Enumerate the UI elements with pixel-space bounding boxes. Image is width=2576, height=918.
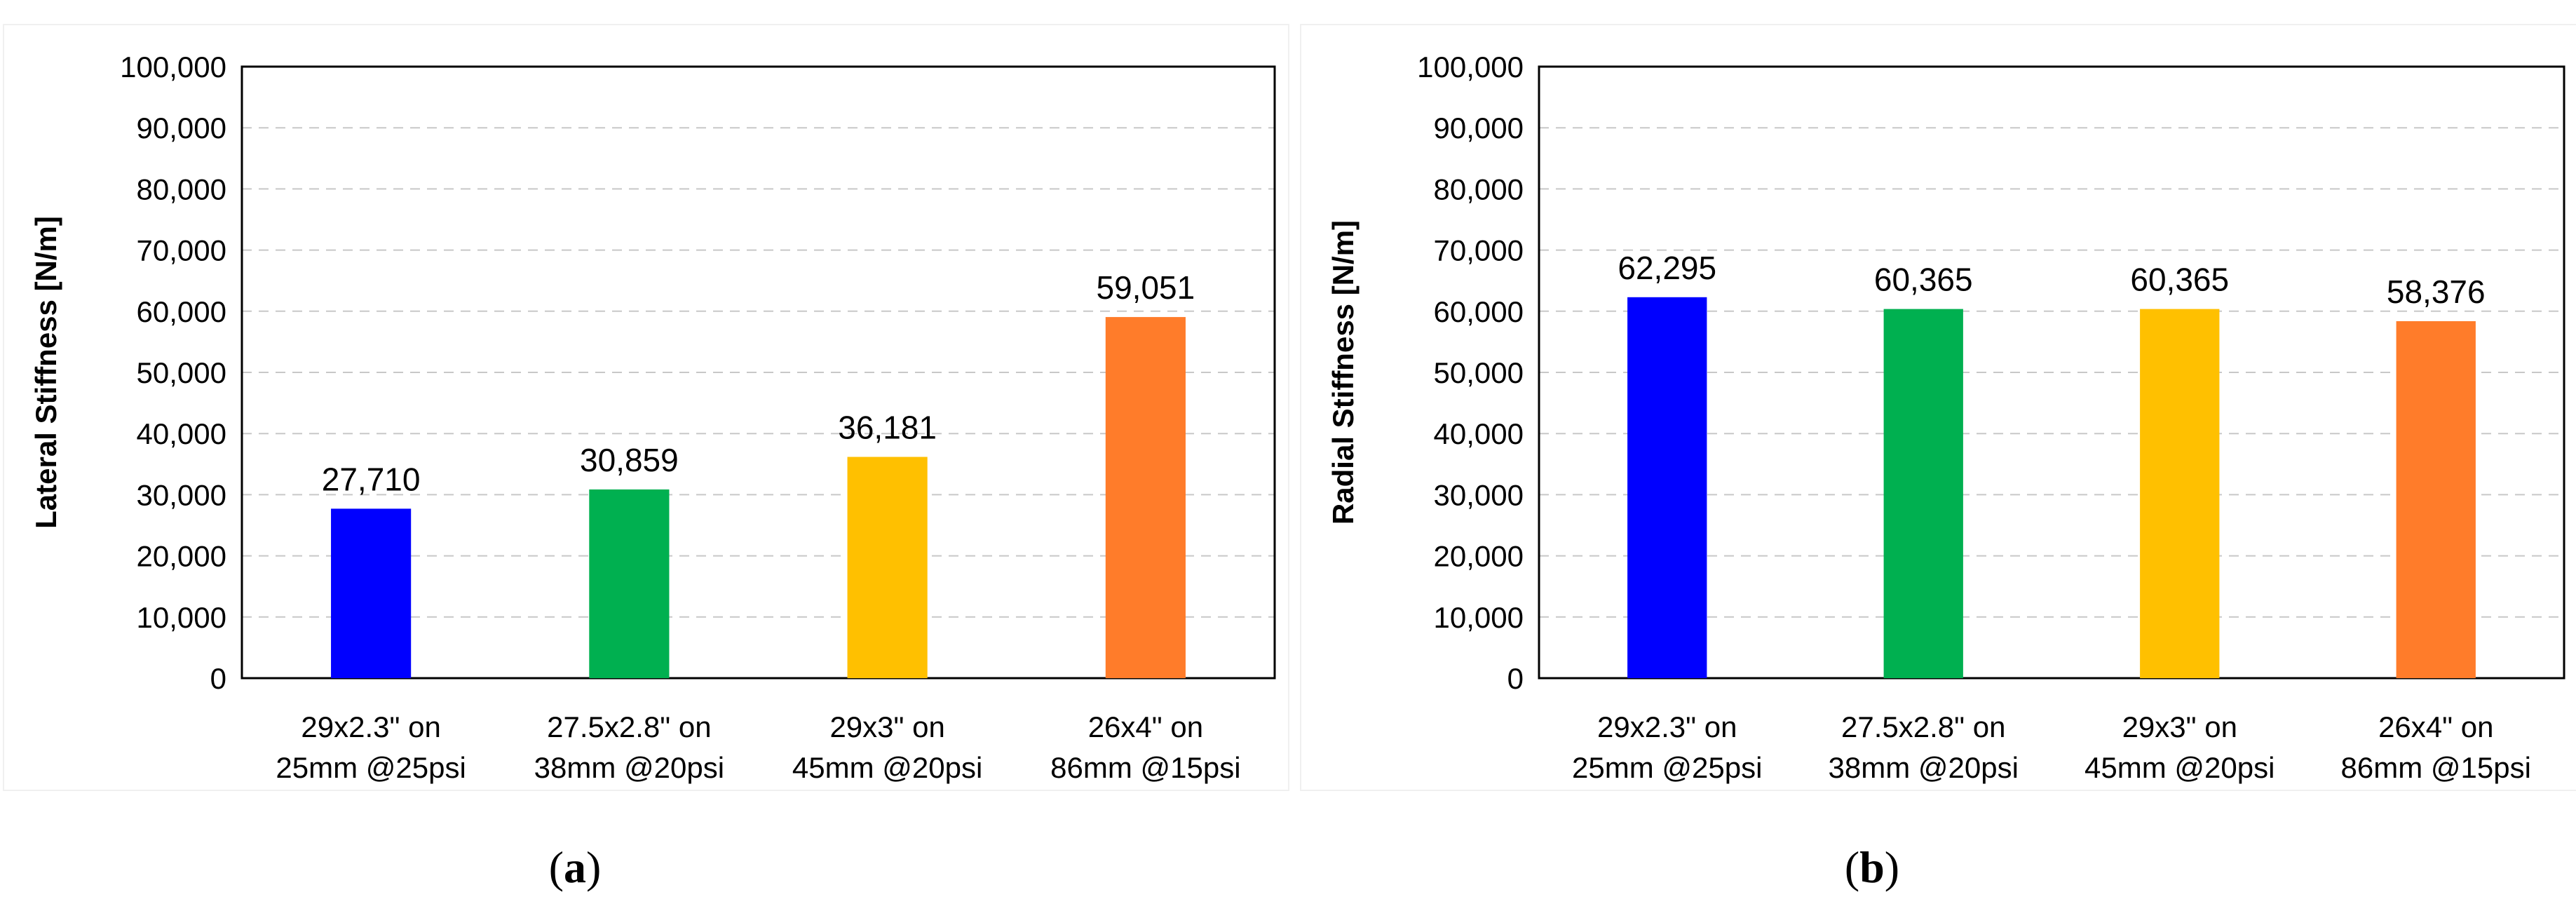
y-tick-label: 40,000	[137, 417, 226, 450]
plot-area-border	[1538, 65, 2565, 680]
x-tick-label: 25mm @25psi	[276, 751, 466, 784]
y-axis-label: Radial Stiffness [N/m]	[1327, 220, 1360, 525]
plot-area-border	[240, 65, 1276, 680]
x-tick-label: 38mm @20psi	[1829, 751, 2019, 784]
bar	[1627, 297, 1707, 678]
y-tick-label: 40,000	[1434, 417, 1524, 450]
y-tick-label: 60,000	[1434, 295, 1524, 328]
bar	[2140, 309, 2220, 678]
bar	[1105, 317, 1186, 678]
y-tick-label: 20,000	[137, 540, 226, 573]
bar	[847, 457, 928, 678]
bar	[1883, 309, 1963, 678]
y-tick-label: 90,000	[1434, 112, 1524, 144]
panel-label: (a)	[549, 842, 602, 892]
data-label: 62,295	[1618, 250, 1716, 286]
y-tick-label: 100,000	[120, 50, 226, 83]
x-tick-label: 45mm @20psi	[792, 751, 982, 784]
data-label: 58,376	[2387, 274, 2486, 310]
y-tick-label: 10,000	[137, 601, 226, 634]
data-label: 60,365	[1874, 262, 1973, 298]
y-tick-label: 70,000	[137, 234, 226, 267]
x-tick-label: 86mm @15psi	[2341, 751, 2531, 784]
y-tick-label: 90,000	[137, 112, 226, 144]
y-tick-label: 30,000	[137, 478, 226, 511]
y-tick-label: 10,000	[1434, 601, 1524, 634]
data-label: 27,710	[322, 461, 421, 497]
x-tick-label: 29x2.3" on	[301, 710, 440, 743]
chart-frame	[1300, 24, 2576, 791]
chart-frame	[3, 24, 1289, 791]
x-tick-label: 29x2.3" on	[1597, 710, 1737, 743]
y-tick-label: 30,000	[1434, 478, 1524, 511]
x-tick-label: 27.5x2.8" on	[1841, 710, 2005, 743]
bar	[589, 489, 670, 678]
data-label: 59,051	[1097, 269, 1195, 306]
y-tick-label: 100,000	[1417, 50, 1524, 83]
x-tick-label: 26x4" on	[1088, 710, 1203, 743]
y-tick-label: 80,000	[1434, 173, 1524, 205]
x-tick-label: 29x3" on	[829, 710, 944, 743]
chart-lateral-stiffness: 0 10,000 20,000 30,000 40,000 50,000 60,000 70,…	[3, 24, 1289, 892]
panel-label: (b)	[1845, 842, 1899, 892]
chart-radial-stiffness: 0 10,000 20,000 30,000 40,000 50,000 60,000 70,…	[1300, 24, 2576, 892]
y-tick-label: 60,000	[137, 295, 226, 328]
x-tick-label: 25mm @25psi	[1572, 751, 1762, 784]
y-tick-label: 80,000	[137, 173, 226, 205]
x-tick-label: 27.5x2.8" on	[547, 710, 711, 743]
data-label: 60,365	[2130, 262, 2229, 298]
x-tick-label: 26x4" on	[2378, 710, 2493, 743]
y-axis-label: Lateral Stiffness [N/m]	[29, 216, 62, 529]
y-tick-label: 0	[210, 662, 226, 695]
x-tick-label: 38mm @20psi	[534, 751, 724, 784]
x-tick-label: 29x3" on	[2122, 710, 2237, 743]
data-label: 36,181	[838, 410, 937, 446]
y-tick-label: 50,000	[1434, 356, 1524, 389]
y-tick-label: 50,000	[137, 356, 226, 389]
y-tick-label: 70,000	[1434, 234, 1524, 267]
bar	[2396, 320, 2476, 678]
x-tick-label: 86mm @15psi	[1050, 751, 1240, 784]
data-label: 30,859	[580, 442, 679, 478]
y-tick-label: 0	[1507, 662, 1524, 695]
bar	[331, 508, 412, 678]
x-tick-label: 45mm @20psi	[2084, 751, 2275, 784]
y-tick-label: 20,000	[1434, 540, 1524, 573]
